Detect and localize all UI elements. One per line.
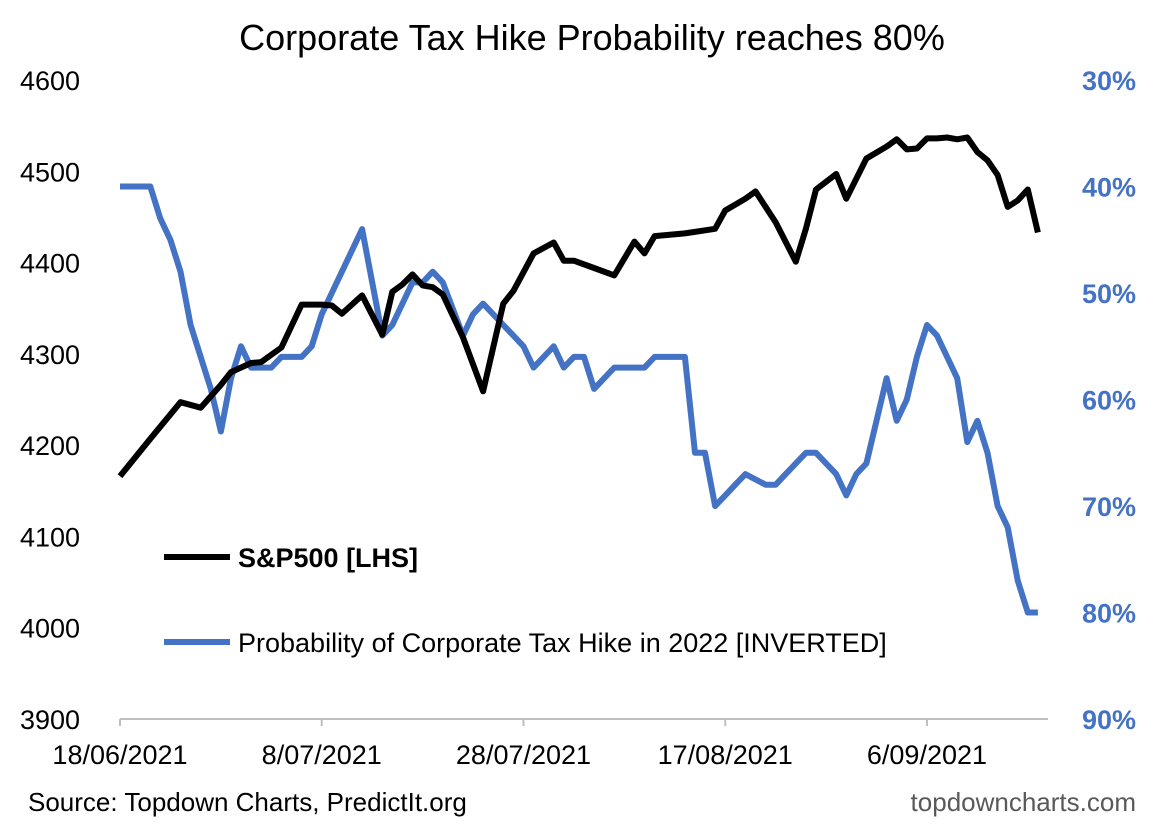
x-tick-label: 18/06/2021 [52, 740, 187, 770]
x-tick-label: 17/08/2021 [658, 740, 793, 770]
x-axis: 18/06/2021 8/07/2021 28/07/2021 17/08/2021 6… [52, 718, 1048, 770]
chart-title: Corporate Tax Hike Probability reaches 8… [239, 17, 945, 58]
x-tick-label: 8/07/2021 [262, 740, 382, 770]
right-tick-label: 50% [1082, 279, 1136, 309]
left-axis: 3900 4000 4100 4200 4300 4400 4500 4600 [20, 66, 80, 735]
right-tick-label: 30% [1082, 66, 1136, 96]
series-line-sp500 [117, 134, 1041, 479]
legend-label-tax-probability: Probability of Corporate Tax Hike in 202… [238, 628, 887, 658]
left-tick-label: 4400 [20, 249, 80, 279]
x-tick-label: 28/07/2021 [456, 740, 591, 770]
right-tick-label: 90% [1082, 705, 1136, 735]
x-tick-label: 6/09/2021 [867, 740, 987, 770]
brand-watermark: topdowncharts.com [911, 787, 1136, 817]
right-tick-label: 40% [1082, 173, 1136, 203]
left-tick-label: 4600 [20, 66, 80, 96]
left-tick-label: 4100 [20, 522, 80, 552]
series-lines [117, 134, 1041, 616]
right-tick-label: 80% [1082, 599, 1136, 629]
left-tick-label: 4500 [20, 157, 80, 187]
legend-label-sp500: S&P500 [LHS] [238, 543, 418, 573]
left-tick-label: 4200 [20, 431, 80, 461]
source-note: Source: Topdown Charts, PredictIt.org [28, 787, 467, 817]
series-line-tax-probability [120, 183, 1038, 616]
right-axis: 30% 40% 50% 60% 70% 80% 90% [1082, 66, 1136, 735]
left-tick-label: 3900 [20, 705, 80, 735]
right-tick-label: 60% [1082, 386, 1136, 416]
left-tick-label: 4000 [20, 614, 80, 644]
legend: S&P500 [LHS] Probability of Corporate Ta… [164, 543, 887, 658]
left-tick-label: 4300 [20, 340, 80, 370]
right-tick-label: 70% [1082, 492, 1136, 522]
